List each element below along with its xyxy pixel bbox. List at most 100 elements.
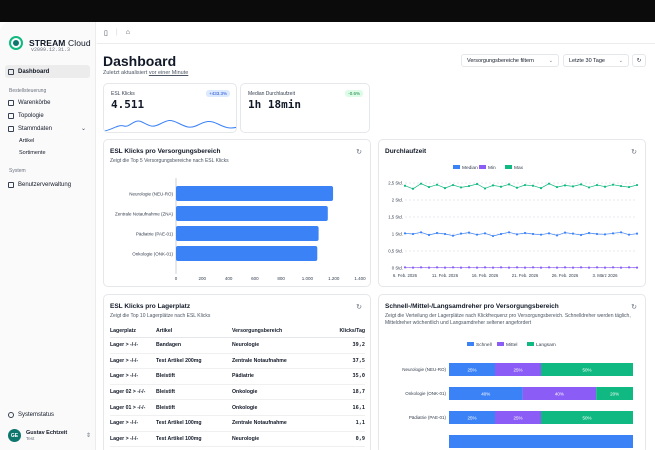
- data-point: [435, 231, 439, 235]
- column-header[interactable]: Klicks/Tag: [322, 325, 365, 338]
- data-point: [523, 266, 527, 269]
- column-header[interactable]: Artikel: [156, 325, 232, 338]
- data-point: [571, 266, 575, 269]
- sidebar-item-systemstatus[interactable]: Systemstatus: [5, 408, 90, 421]
- cell-klicks: 35,0: [322, 368, 365, 385]
- x-tick-label: 400: [225, 276, 233, 281]
- cell-artikel: Test Artikel 100mg: [156, 415, 232, 432]
- y-tick-label: 0,5 Std.: [388, 249, 403, 254]
- data-point: [491, 234, 495, 238]
- column-header[interactable]: Versorgungsbereich: [232, 325, 323, 338]
- sidebar-item-dashboard[interactable]: Dashboard: [5, 65, 90, 78]
- stack-segment: [449, 363, 495, 376]
- data-point: [499, 266, 503, 269]
- data-point: [427, 185, 431, 189]
- legend-label: Schnell: [476, 342, 492, 348]
- data-point: [531, 266, 535, 269]
- data-point: [635, 232, 639, 235]
- home-icon[interactable]: ⌂: [125, 29, 130, 36]
- durchlaufzeit-chart: Median Min Max 0 Std. 0,5 Std. 1 Std. 1,5 Std.…: [388, 165, 639, 278]
- user-menu[interactable]: GE Gustav Echtzeit Test ⇕: [5, 429, 91, 442]
- segment-label: 20%: [610, 391, 619, 396]
- sidebar-item-stammdaten[interactable]: Stammdaten ⌄: [5, 122, 90, 135]
- table-row[interactable]: Lager > -/-/- Test Artikel 100mg Zentrale …: [110, 415, 365, 432]
- refresh-button[interactable]: ↻: [632, 54, 646, 67]
- kpi-card-esl-klicks: ESL Klicks +433.3% 4.511: [103, 83, 237, 133]
- data-point: [563, 184, 567, 187]
- topology-icon: [8, 112, 14, 119]
- y-tick-label: 0 Std.: [392, 266, 403, 271]
- legend-label: Median: [462, 165, 478, 171]
- time-range-value: Letzte 30 Tage: [569, 57, 605, 64]
- table-row[interactable]: Lager 01 > -/-/- Bleistift Onkologie 16,1: [110, 399, 365, 416]
- card-dreher: Schnell-/Mittel-/Langsamdreher pro Verso…: [378, 294, 646, 450]
- last-updated-link[interactable]: vor einer Minute: [148, 70, 189, 76]
- column-header[interactable]: Lagerplatz: [110, 325, 156, 338]
- cell-klicks: 37,5: [322, 353, 365, 370]
- x-tick-label: 0: [175, 276, 178, 281]
- refresh-icon[interactable]: ↻: [631, 304, 637, 311]
- refresh-icon[interactable]: ↻: [356, 304, 362, 311]
- sidebar-item-topologie[interactable]: Topologie: [5, 109, 90, 122]
- legend-label: Min: [488, 165, 496, 171]
- refresh-icon[interactable]: ↻: [631, 149, 637, 156]
- data-point: [515, 186, 519, 189]
- data-point: [595, 183, 599, 187]
- data-point: [603, 233, 607, 236]
- data-point: [523, 183, 527, 187]
- table-row[interactable]: Lager > -/-/- Test Artikel 200mg Zentrale …: [110, 353, 365, 370]
- user-name: Gustav Echtzeit: [26, 430, 68, 436]
- area-filter-select[interactable]: Versorgungsbereiche filtern ⌄: [461, 54, 559, 67]
- data-point: [483, 232, 487, 235]
- avatar: GE: [8, 429, 21, 442]
- table-row[interactable]: Lager > -/-/- Bandagen Neurologie 39,2: [110, 337, 365, 354]
- sidebar-subitem-artikel[interactable]: Artikel: [19, 138, 35, 144]
- sidebar-toggle-icon[interactable]: ▯: [104, 29, 108, 37]
- table-row[interactable]: Lager > -/-/- Test Artikel 100mg Neurologi…: [110, 431, 365, 448]
- segment-label: 25%: [467, 415, 476, 420]
- data-point: [579, 233, 583, 237]
- segment-label: 50%: [582, 367, 591, 372]
- data-point: [603, 185, 607, 188]
- kpi-delta-badge: +433.3%: [206, 90, 230, 97]
- cell-klicks: 0,9: [322, 431, 365, 448]
- data-point: [539, 233, 543, 236]
- time-range-select[interactable]: Letzte 30 Tage ⌄: [563, 54, 629, 67]
- sidebar-item-label: Warenkörbe: [18, 99, 51, 106]
- status-icon: [8, 411, 14, 418]
- cell-klicks: 1,1: [322, 415, 365, 432]
- data-point: [563, 231, 567, 234]
- data-point: [619, 266, 623, 269]
- data-point: [483, 187, 487, 190]
- data-point: [435, 183, 439, 186]
- data-point: [491, 266, 495, 269]
- page-title: Dashboard: [103, 53, 177, 69]
- sidebar-subitem-sortimente[interactable]: Sortimente: [19, 150, 46, 156]
- category-label: Pädiatrie (PAE-01): [409, 415, 447, 420]
- data-point: [419, 266, 423, 269]
- data-point: [571, 185, 575, 188]
- card-title: ESL Klicks pro Versorgungsbereich: [110, 148, 221, 155]
- data-point: [531, 232, 535, 236]
- stack-segment: [495, 411, 541, 424]
- chevron-updown-icon: ⇕: [85, 433, 91, 439]
- sidebar-item-label: Topologie: [18, 112, 44, 119]
- refresh-icon[interactable]: ↻: [356, 149, 362, 156]
- data-point: [491, 184, 495, 187]
- legend-swatch: [527, 342, 534, 346]
- brand-name: STREAM: [29, 38, 66, 48]
- x-tick-label: 1.200: [328, 276, 340, 281]
- data-point: [611, 232, 615, 235]
- sidebar-item-warenkoerbe[interactable]: Warenkörbe: [5, 96, 90, 109]
- x-tick-label: 16. Feb. 2026: [472, 273, 499, 278]
- x-tick-label: 200: [199, 276, 207, 281]
- window-top-bar: [0, 0, 655, 22]
- data-point: [435, 266, 439, 269]
- brand[interactable]: STREAM Cloud: [9, 36, 91, 50]
- table-row[interactable]: Lager > -/-/- Bleistift Pädiatrie 35,0: [110, 368, 365, 385]
- cell-lagerplatz: Lager > -/-/-: [110, 368, 156, 385]
- sidebar-item-benutzerverwaltung[interactable]: Benutzerverwaltung: [5, 178, 90, 191]
- table-row[interactable]: Lager 02 > -/-/- Bleistift Onkologie 18,7: [110, 384, 365, 401]
- data-point: [587, 186, 591, 189]
- cell-lagerplatz: Lager > -/-/-: [110, 415, 156, 432]
